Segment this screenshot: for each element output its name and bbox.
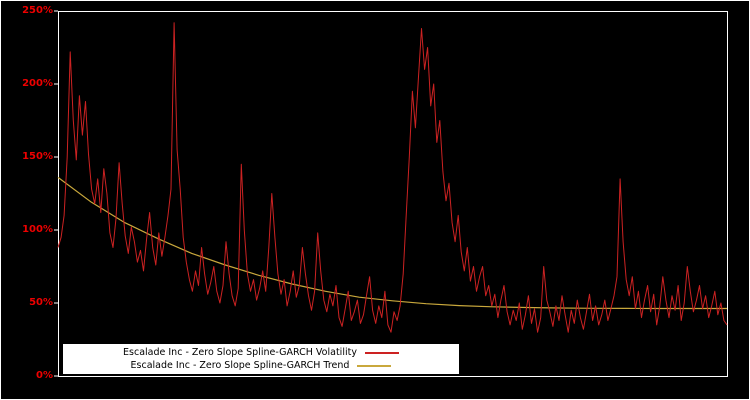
legend-row-trend: Escalade Inc - Zero Slope Spline-GARCH T… <box>67 359 455 372</box>
y-tick-label-1: 50% <box>29 297 53 308</box>
legend: Escalade Inc - Zero Slope Spline-GARCH V… <box>63 344 459 374</box>
y-tick-label-0: 0% <box>36 370 53 381</box>
legend-line-swatch-volatility <box>364 351 399 354</box>
legend-row-volatility: Escalade Inc - Zero Slope Spline-GARCH V… <box>67 346 455 359</box>
y-tick-label-4: 200% <box>22 78 53 89</box>
legend-label-trend: Escalade Inc - Zero Slope Spline-GARCH T… <box>130 360 350 371</box>
y-tick-label-5: 250% <box>22 5 53 16</box>
y-tick-label-3: 150% <box>22 151 53 162</box>
legend-line-swatch-trend <box>357 364 392 367</box>
legend-label-volatility: Escalade Inc - Zero Slope Spline-GARCH V… <box>123 347 357 358</box>
y-tick-label-2: 100% <box>22 224 53 235</box>
